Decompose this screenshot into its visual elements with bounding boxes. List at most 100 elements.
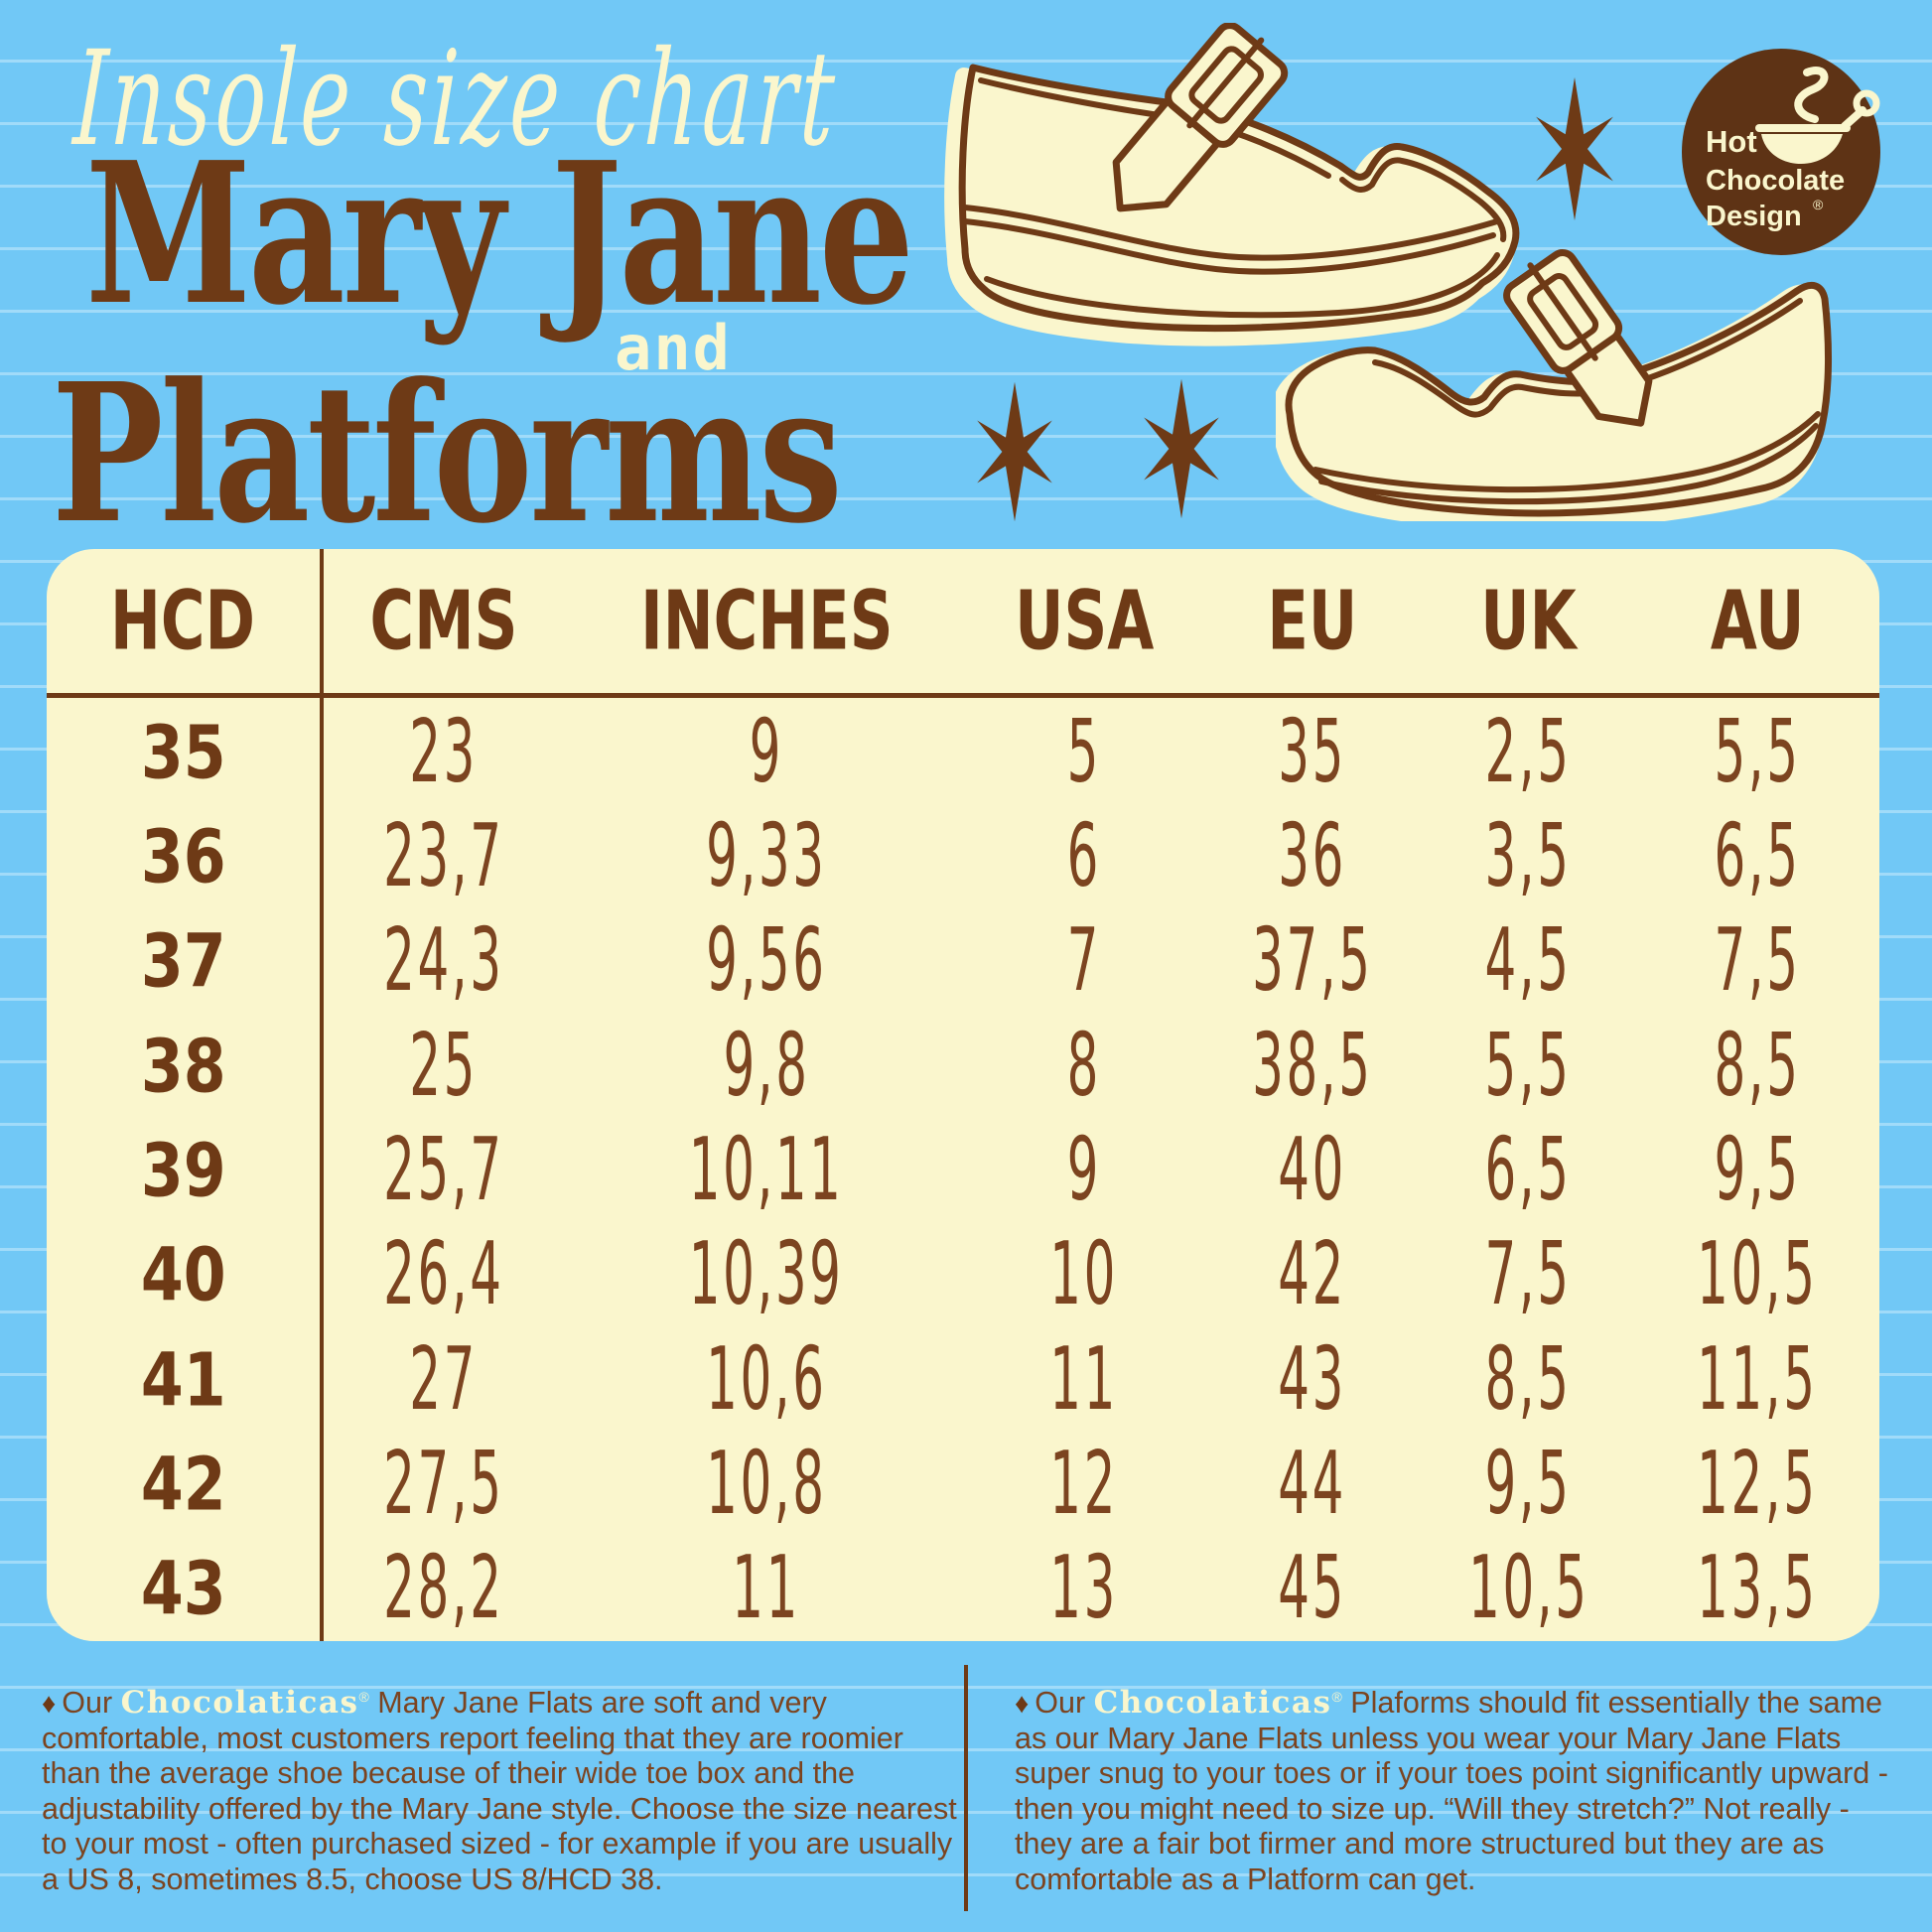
hcd-size-cell: 39 [140,1127,226,1214]
size-cell: 5,5 [1714,702,1801,803]
table-row: 38 25 9,8 8 38,5 5,5 8,5 [47,1014,1879,1118]
size-cell: 36 [1278,806,1347,907]
diamond-bullet-icon: ♦ [1015,1688,1030,1720]
buckle-strap [1112,23,1289,212]
table-row: 41 27 10,6 11 43 8,5 11,5 [47,1327,1879,1432]
column-header-cms: CMS [369,574,518,668]
size-cell: 9,56 [706,910,827,1012]
footnote-platforms: ♦ Our Chocolaticas® Plaforms should fit e… [1015,1680,1906,1897]
size-cell: 4,5 [1484,910,1573,1012]
logo-registered-mark: ® [1813,197,1824,212]
size-cell: 42 [1278,1224,1347,1325]
size-cell: 37,5 [1252,910,1373,1012]
column-header-hcd: HCD [110,574,256,668]
size-cell: 10,8 [706,1434,827,1535]
table-header-underline [47,693,1879,698]
size-cell: 10 [1049,1224,1119,1325]
hcd-size-cell: 42 [140,1441,226,1528]
hcd-size-cell: 41 [140,1336,226,1424]
flat-mary-jane-shoe-illustration [1276,249,1833,521]
size-cell: 6,5 [1484,1120,1573,1221]
size-cell: 25 [409,1016,479,1117]
size-cell: 8 [1066,1016,1102,1117]
size-cell: 7,5 [1484,1224,1573,1325]
size-cell: 10,6 [706,1329,827,1431]
size-cell: 23,7 [383,806,504,907]
footnote-prefix: Our [62,1686,113,1721]
column-header-inches: INCHES [639,574,894,668]
brand-name: Chocolaticas [1093,1685,1332,1722]
hcd-size-cell: 40 [140,1231,226,1318]
size-cell: 3,5 [1484,806,1573,907]
size-cell: 9,5 [1484,1434,1573,1535]
size-cell: 13 [1049,1538,1119,1639]
size-cell: 9,33 [706,806,827,907]
size-cell: 10,5 [1697,1224,1818,1325]
table-row: 35 23 9 5 35 2,5 5,5 [47,700,1879,804]
title-and: and [615,312,732,384]
logo-text-hot: Hot [1706,124,1757,159]
size-table-panel: HCD CMS INCHES USA EU UK AU 35 23 9 5 35 2,5 5,5 36 23… [47,549,1879,1641]
steaming-cup-icon [1755,67,1880,164]
size-cell: 11 [732,1538,801,1639]
hcd-size-cell: 36 [140,813,226,900]
logo-text-design: Design [1706,201,1802,232]
six-point-star-icon [1536,76,1613,221]
size-cell: 25,7 [383,1120,504,1221]
size-cell: 12,5 [1697,1434,1818,1535]
size-cell: 27,5 [383,1434,504,1535]
hcd-size-cell: 35 [140,709,226,796]
brand-name: Chocolaticas [120,1685,359,1722]
footnote-prefix: Our [1035,1686,1086,1721]
buckle-strap [1503,249,1653,427]
size-cell: 11 [1049,1329,1119,1431]
size-cell: 44 [1278,1434,1347,1535]
table-body: 35 23 9 5 35 2,5 5,5 36 23,7 9,33 6 36 3,5 6,5 37 24,3 9… [47,700,1879,1641]
registered-mark: ® [358,1689,369,1705]
six-point-star-icon [977,381,1052,522]
hcd-size-cell: 37 [140,917,226,1005]
size-cell: 23 [409,702,479,803]
registered-mark: ® [1331,1689,1342,1705]
size-cell: 35 [1278,702,1347,803]
footnote-mary-jane-flats: ♦ Our Chocolaticas® Mary Jane Flats are s… [42,1680,963,1897]
size-cell: 2,5 [1484,702,1573,803]
size-cell: 5,5 [1484,1016,1573,1117]
column-header-usa: USA [1014,574,1155,668]
size-cell: 27 [409,1329,479,1431]
size-cell: 8,5 [1714,1016,1801,1117]
size-cell: 7 [1066,910,1102,1012]
size-cell: 9 [749,702,784,803]
column-header-uk: UK [1480,574,1577,668]
table-row: 37 24,3 9,56 7 37,5 4,5 7,5 [47,909,1879,1014]
size-cell: 5 [1066,702,1102,803]
size-cell: 10,39 [689,1224,844,1325]
size-cell: 10,5 [1467,1538,1589,1639]
diamond-bullet-icon: ♦ [42,1688,57,1720]
size-cell: 40 [1278,1120,1347,1221]
size-cell: 43 [1278,1329,1347,1431]
hot-chocolate-design-logo: Hot Chocolate Design ® [1682,49,1880,255]
title-mary-jane: Mary Jane [85,120,914,348]
platform-mary-jane-shoe-illustration [944,23,1520,346]
table-row: 42 27,5 10,8 12 44 9,5 12,5 [47,1432,1879,1536]
six-point-star-icon [1144,378,1219,519]
size-cell: 9 [1066,1120,1102,1221]
table-row: 43 28,2 11 13 45 10,5 13,5 [47,1537,1879,1641]
size-cell: 38,5 [1252,1016,1373,1117]
size-cell: 9,5 [1714,1120,1801,1221]
footnote-divider [964,1665,968,1911]
size-cell: 6,5 [1714,806,1801,907]
size-cell: 13,5 [1697,1538,1818,1639]
size-cell: 8,5 [1484,1329,1573,1431]
size-cell: 7,5 [1714,910,1801,1012]
hcd-size-cell: 38 [140,1023,226,1110]
size-cell: 45 [1278,1538,1347,1639]
hcd-size-cell: 43 [140,1545,226,1632]
size-cell: 10,11 [689,1120,844,1221]
logo-text-chocolate: Chocolate [1706,165,1845,197]
size-cell: 24,3 [383,910,504,1012]
table-header-row: HCD CMS INCHES USA EU UK AU [47,549,1879,693]
table-row: 40 26,4 10,39 10 42 7,5 10,5 [47,1223,1879,1327]
